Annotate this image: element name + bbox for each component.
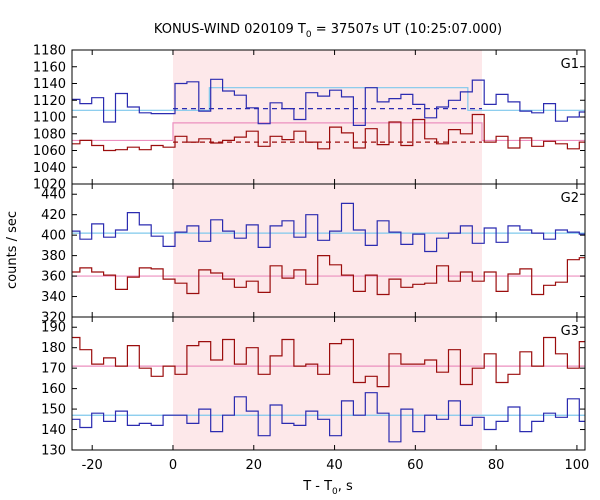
y-tick-label: 180 bbox=[41, 341, 66, 356]
y-tick-label: 150 bbox=[41, 403, 66, 418]
y-tick-label: 1040 bbox=[33, 161, 66, 176]
y-tick-label: 1100 bbox=[33, 111, 66, 126]
highlight-interval bbox=[172, 317, 482, 450]
y-tick-label: 340 bbox=[41, 290, 66, 305]
background-level-red_bg bbox=[72, 122, 585, 142]
x-tick-label: 40 bbox=[326, 458, 343, 473]
y-axis-label: counts / sec bbox=[5, 211, 20, 289]
y-tick-label: 160 bbox=[41, 382, 66, 397]
plot-area bbox=[72, 336, 585, 443]
panel-label: G1 bbox=[561, 57, 579, 72]
highlight-interval bbox=[172, 50, 482, 184]
panel-label: G3 bbox=[561, 324, 579, 339]
y-tick-label: 400 bbox=[41, 229, 66, 244]
series-red bbox=[72, 113, 585, 152]
panel-g3: 130 140 150 160 170 180 190 -20 0 20 40 60 80 100 G3 bbox=[41, 316, 590, 473]
series-blue bbox=[72, 202, 585, 253]
y-tick-label: 1060 bbox=[33, 144, 66, 159]
panel-frame bbox=[71, 316, 586, 451]
x-tick-label: 0 bbox=[169, 458, 177, 473]
series-red bbox=[72, 336, 585, 388]
y-tick-label: 360 bbox=[41, 270, 66, 285]
x-tick-label: 60 bbox=[407, 458, 424, 473]
panel-label: G2 bbox=[561, 191, 579, 206]
y-tick-label: 140 bbox=[41, 423, 66, 438]
x-tick-label: -20 bbox=[82, 458, 103, 473]
y-tick-label: 320 bbox=[41, 311, 66, 326]
y-tick-label: 1160 bbox=[33, 60, 66, 75]
chart-title: KONUS-WIND 020109 T0 = 37507s UT (10:25:… bbox=[154, 22, 502, 40]
series-red bbox=[72, 255, 585, 296]
y-tick-label: 440 bbox=[41, 188, 66, 203]
series-blue bbox=[72, 392, 585, 443]
x-tick-label: 80 bbox=[488, 458, 505, 473]
plot-area bbox=[72, 78, 585, 152]
y-tick-label: 130 bbox=[41, 444, 66, 459]
series-blue bbox=[72, 78, 585, 127]
y-tick-label: 190 bbox=[41, 321, 66, 336]
y-tick-label: 380 bbox=[41, 249, 66, 264]
y-tick-label: 420 bbox=[41, 208, 66, 223]
highlight-interval bbox=[172, 184, 482, 317]
background-level-blue_bg bbox=[72, 87, 585, 111]
plot-area bbox=[72, 202, 585, 296]
y-tick-label: 1080 bbox=[33, 127, 66, 142]
y-tick-label: 1180 bbox=[33, 44, 66, 59]
y-tick-label: 1120 bbox=[33, 94, 66, 109]
panel-g2: 320 340 360 380 400 420 440 G2 bbox=[41, 183, 586, 326]
x-axis-label: T - T0, s bbox=[302, 479, 353, 497]
y-tick-label: 1020 bbox=[33, 178, 66, 193]
x-tick-label: 20 bbox=[245, 458, 262, 473]
x-tick-label: 100 bbox=[565, 458, 590, 473]
y-tick-label: 1140 bbox=[33, 77, 66, 92]
y-tick-label: 170 bbox=[41, 362, 66, 377]
panels: 102010401060108011001120114011601180G132… bbox=[33, 44, 590, 474]
